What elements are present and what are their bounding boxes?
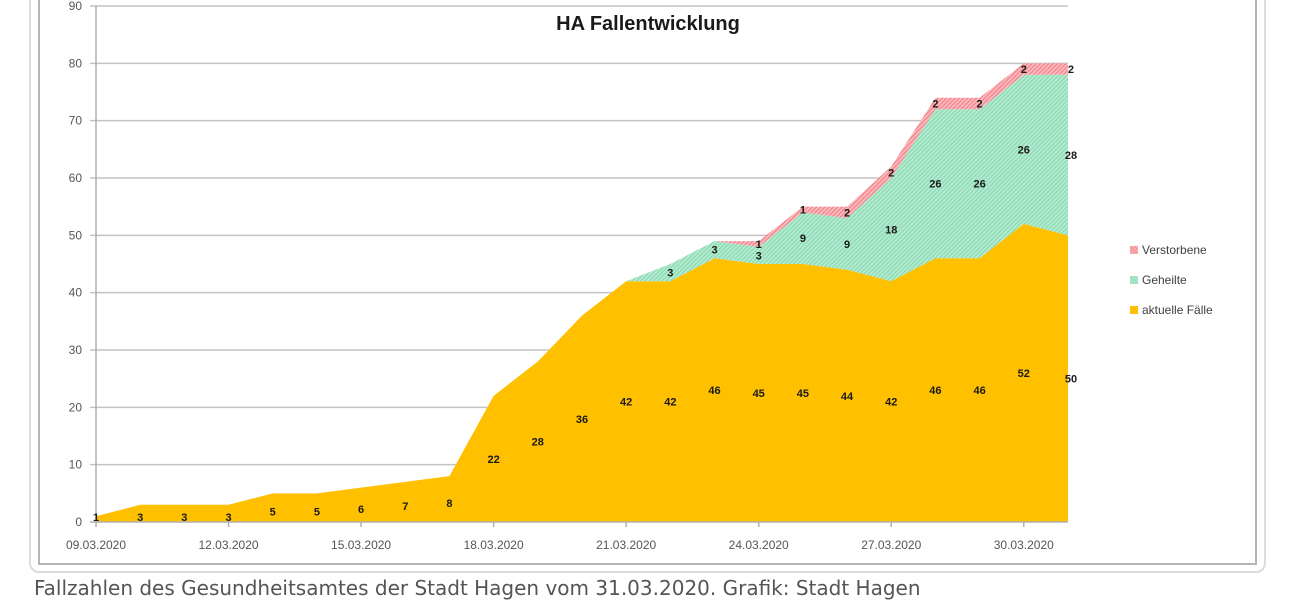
- data-label: 1: [800, 205, 806, 217]
- x-tick-label: 15.03.2020: [331, 538, 391, 552]
- data-label: 3: [756, 250, 762, 262]
- x-tick-label: 27.03.2020: [861, 538, 921, 552]
- legend-label: aktuelle Fälle: [1142, 303, 1213, 317]
- y-tick-label: 90: [69, 0, 83, 13]
- legend-item-geheilte: Geheilte: [1130, 265, 1213, 295]
- data-label: 50: [1065, 374, 1077, 386]
- y-tick-label: 50: [69, 228, 83, 242]
- data-label: 2: [888, 167, 894, 179]
- data-label: 3: [667, 268, 673, 280]
- area-geheilte: [96, 74, 1068, 517]
- data-label: 26: [1018, 144, 1030, 156]
- figure-frame: [29, 0, 1266, 573]
- legend-item-aktuelle-faelle: aktuelle Fälle: [1130, 295, 1213, 325]
- legend-swatch-pink: [1130, 246, 1138, 254]
- data-label: 42: [620, 397, 632, 409]
- data-label: 2: [1068, 64, 1074, 76]
- data-label: 36: [576, 414, 588, 426]
- data-label: 28: [532, 437, 544, 449]
- data-label: 42: [664, 397, 676, 409]
- data-label: 22: [487, 454, 499, 466]
- area-aktuelle-fälle: [96, 223, 1068, 522]
- data-label: 9: [844, 239, 850, 251]
- data-label: 1: [93, 512, 99, 524]
- x-tick-label: 09.03.2020: [66, 538, 126, 552]
- data-label: 3: [711, 245, 717, 257]
- data-label: 8: [446, 498, 452, 510]
- axes: 0 10 20 30 40 50 60 70 80 90 09.03.2020 12.03.2020 1…: [66, 0, 1068, 552]
- data-label: 5: [270, 507, 276, 519]
- x-tick-label: 21.03.2020: [596, 538, 656, 552]
- area-verstorbene: [96, 63, 1068, 517]
- x-tick-label: 18.03.2020: [464, 538, 524, 552]
- data-label: 45: [753, 388, 765, 400]
- y-tick-label: 20: [69, 400, 83, 414]
- chart-plot: 0 10 20 30 40 50 60 70 80 90 09.03.2020 12.03.2020 1…: [66, 0, 1077, 552]
- chart-title: HA Fallentwicklung: [556, 13, 740, 35]
- data-label: 2: [932, 98, 938, 110]
- y-tick-label: 30: [69, 343, 83, 357]
- data-label: 7: [402, 501, 408, 513]
- data-label: 2: [844, 207, 850, 219]
- data-label: 52: [1018, 368, 1030, 380]
- data-label: 26: [929, 179, 941, 191]
- y-tick-label: 40: [69, 286, 83, 300]
- x-tick-label: 30.03.2020: [994, 538, 1054, 552]
- data-label: 9: [800, 233, 806, 245]
- y-tick-label: 80: [69, 56, 83, 70]
- data-label: 6: [358, 504, 364, 516]
- data-label: 3: [181, 512, 187, 524]
- data-label: 46: [708, 385, 720, 397]
- data-label: 3: [225, 512, 231, 524]
- legend-swatch-green: [1130, 276, 1138, 284]
- legend-label: Verstorbene: [1142, 243, 1207, 257]
- data-label: 28: [1065, 150, 1077, 162]
- data-label: 1: [756, 239, 762, 251]
- y-tick-label: 10: [69, 458, 83, 472]
- data-label: 46: [973, 385, 985, 397]
- x-tick-label: 24.03.2020: [729, 538, 789, 552]
- data-label: 44: [841, 391, 854, 403]
- legend-label: Geheilte: [1142, 273, 1187, 287]
- y-tick-label: 70: [69, 114, 83, 128]
- figure-caption: Fallzahlen des Gesundheitsamtes der Stad…: [34, 576, 921, 600]
- data-label: 46: [929, 385, 941, 397]
- data-label: 42: [885, 397, 897, 409]
- legend-swatch-yellow: [1130, 306, 1138, 314]
- data-label: 18: [885, 225, 897, 237]
- y-tick-label: 60: [69, 171, 83, 185]
- legend: Verstorbene Geheilte aktuelle Fälle: [1130, 235, 1213, 325]
- data-label: 45: [797, 388, 809, 400]
- legend-item-verstorbene: Verstorbene: [1130, 235, 1213, 265]
- data-label: 26: [973, 179, 985, 191]
- x-tick-label: 12.03.2020: [199, 538, 259, 552]
- y-tick-label: 0: [75, 515, 82, 529]
- stacked-areas: [96, 63, 1068, 522]
- data-label: 3: [137, 512, 143, 524]
- data-label: 2: [977, 98, 983, 110]
- data-label: 2: [1021, 64, 1027, 76]
- data-label: 5: [314, 507, 320, 519]
